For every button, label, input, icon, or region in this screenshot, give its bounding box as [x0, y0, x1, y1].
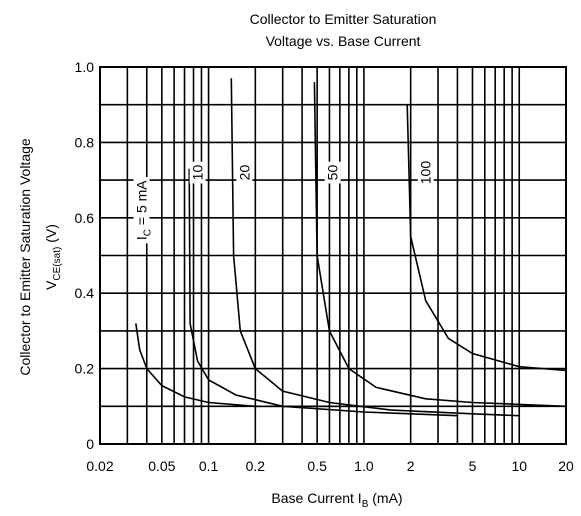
series-label-bg [236, 161, 253, 184]
y-tick-label: 1.0 [75, 59, 95, 75]
series-labels: IC = 5 mA 10 20 50 100 [133, 157, 434, 244]
series-lines [135, 78, 567, 417]
y-axis-label-2-unit: (V) [43, 224, 59, 247]
series-label-main: 50 [325, 165, 341, 181]
series-label-main: I [134, 236, 150, 240]
y-axis-label: Collector to Emitter Saturation Voltage [17, 138, 33, 376]
y-axis-label-2-sub: CE(sat) [52, 247, 63, 281]
x-tick-label: 0.5 [307, 458, 327, 474]
series-line-10 [188, 168, 458, 417]
series-label-bg [417, 157, 434, 188]
series-label: IC = 5 mA [134, 180, 154, 240]
plot-frame [99, 66, 567, 445]
series-line-I [135, 323, 364, 408]
y-tick-label: 0.4 [75, 285, 95, 301]
series-label: 50 [325, 165, 341, 181]
series-label-bg [324, 161, 341, 184]
series-label-main: 10 [190, 165, 206, 181]
series-label-main: 20 [236, 165, 252, 181]
series-line-50 [313, 82, 567, 408]
series-label-bg [189, 161, 206, 184]
x-tick-label: 1.0 [354, 458, 374, 474]
x-tick-label: 0.05 [148, 458, 175, 474]
x-tick-label: 10 [511, 458, 527, 474]
series-label-main: 100 [418, 161, 434, 185]
y-axis-label-2: VCE(sat) (V) [43, 224, 63, 290]
x-tick-label: 2 [407, 458, 415, 474]
y-tick-label: 0.2 [75, 361, 95, 377]
series-label: 100 [418, 161, 434, 185]
y-tick-label: 0.8 [75, 134, 95, 150]
y-axis-label-2-main: V [43, 280, 59, 290]
x-tick-label: 0.02 [86, 458, 113, 474]
x-axis-label-sub: B [362, 499, 369, 510]
tick-labels: 0.02 0.05 0.1 0.2 0.5 1.0 2 5 10 20 0 0.2 0.4 0.6 0.8 1… [75, 59, 574, 474]
series-line-20 [230, 78, 520, 417]
x-tick-label: 0.2 [246, 458, 266, 474]
series-line-100 [406, 104, 567, 372]
x-axis-label-unit: (mA) [368, 490, 402, 506]
x-axis-label: Base Current IB (mA) [271, 490, 402, 510]
series-label-sub: C [143, 229, 154, 236]
series-label-suffix: = 5 mA [134, 180, 150, 229]
x-axis-label-main: Base Current I [271, 490, 361, 506]
y-tick-label: 0 [86, 436, 94, 452]
chart-title-line1: Collector to Emitter Saturation [250, 11, 437, 27]
x-tick-label: 5 [469, 458, 477, 474]
grid [99, 66, 567, 445]
chart-title-line2: Voltage vs. Base Current [266, 33, 421, 49]
x-tick-label: 0.1 [199, 458, 219, 474]
series-label: 10 [190, 165, 206, 181]
y-tick-label: 0.6 [75, 210, 95, 226]
series-label: 20 [236, 165, 252, 181]
x-tick-label: 20 [558, 458, 574, 474]
series-label-bg [133, 177, 150, 244]
